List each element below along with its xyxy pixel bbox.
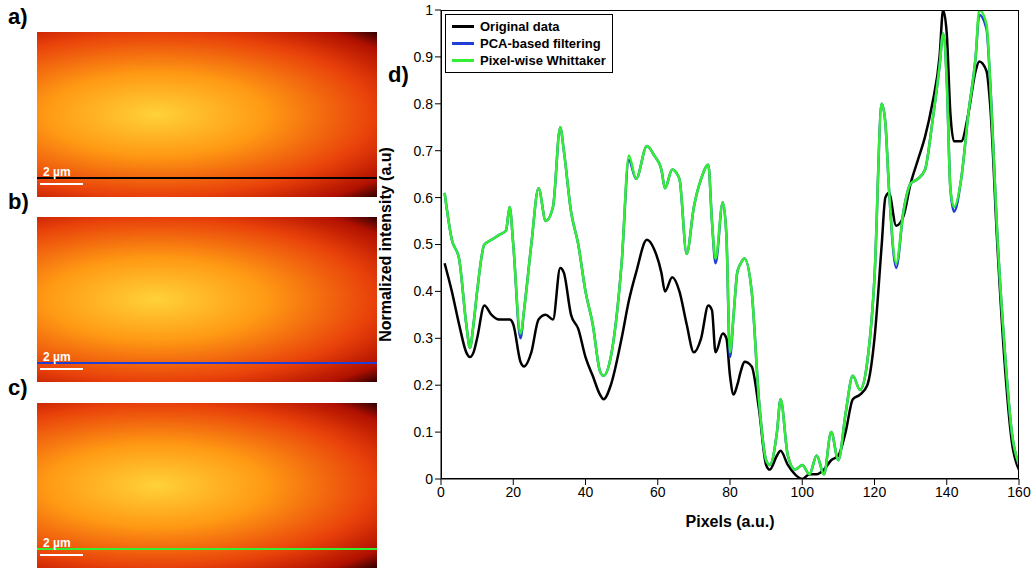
svg-text:160: 160 xyxy=(1007,484,1031,500)
svg-text:40: 40 xyxy=(578,484,594,500)
html-text:2 µm: 2 µm xyxy=(43,350,71,364)
html-text:Pixel-wise Whittaker: Pixel-wise Whittaker xyxy=(480,53,606,68)
svg-text:0.2: 0.2 xyxy=(414,377,434,393)
svg-text:0.7: 0.7 xyxy=(414,143,434,159)
html-text:a): a) xyxy=(8,4,28,29)
html-text:b): b) xyxy=(8,189,29,214)
svg-text:120: 120 xyxy=(863,484,887,500)
html-text:d): d) xyxy=(388,62,409,87)
html-text:2 µm: 2 µm xyxy=(43,536,71,550)
svg-text:0.8: 0.8 xyxy=(414,96,434,112)
html-text:2 µm: 2 µm xyxy=(43,165,71,179)
svg-text:0: 0 xyxy=(425,471,433,487)
svg-text:100: 100 xyxy=(791,484,815,500)
svg-text:Pixels (a.u.): Pixels (a.u.) xyxy=(686,513,775,530)
svg-text:60: 60 xyxy=(650,484,666,500)
html-text:c): c) xyxy=(8,375,28,400)
svg-text:20: 20 xyxy=(505,484,521,500)
svg-text:0.1: 0.1 xyxy=(414,424,434,440)
svg-text:1: 1 xyxy=(425,2,433,18)
svg-text:0.5: 0.5 xyxy=(414,236,434,252)
svg-text:0.3: 0.3 xyxy=(414,330,434,346)
html-text:PCA-based filtering: PCA-based filtering xyxy=(480,36,601,51)
svg-text:0.6: 0.6 xyxy=(414,190,434,206)
svg-text:80: 80 xyxy=(722,484,738,500)
html-text:Original data: Original data xyxy=(480,19,560,34)
svg-text:0.4: 0.4 xyxy=(414,283,434,299)
svg-text:0: 0 xyxy=(437,484,445,500)
svg-text:140: 140 xyxy=(935,484,959,500)
svg-text:Normalized intensity (a.u): Normalized intensity (a.u) xyxy=(377,147,394,342)
svg-text:0.9: 0.9 xyxy=(414,49,434,65)
